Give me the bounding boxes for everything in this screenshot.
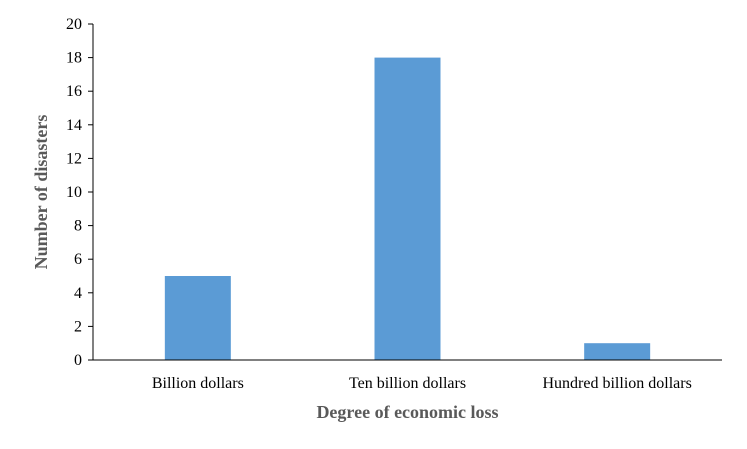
y-tick-label: 6 xyxy=(74,251,82,268)
y-tick-label: 0 xyxy=(74,352,82,369)
y-tick-label: 10 xyxy=(66,184,82,201)
x-tick-label: Hundred billion dollars xyxy=(543,375,692,392)
bar-billion-dollars xyxy=(164,276,231,360)
y-tick-label: 16 xyxy=(66,83,82,100)
bar-hundred-billion-dollars xyxy=(584,343,651,360)
x-tick-label: Ten billion dollars xyxy=(349,375,466,392)
y-tick-label: 12 xyxy=(66,150,82,167)
x-axis-title: Degree of economic loss xyxy=(316,402,498,422)
y-tick-label: 20 xyxy=(66,16,82,33)
y-tick-label: 4 xyxy=(74,285,82,302)
y-tick-label: 8 xyxy=(74,218,82,235)
x-axis: Billion dollars Ten billion dollars Hundre… xyxy=(93,359,722,392)
x-tick-label: Billion dollars xyxy=(152,375,244,392)
y-axis-title: Number of disasters xyxy=(31,115,51,270)
bars-group xyxy=(164,57,651,360)
y-tick-label: 14 xyxy=(66,117,82,134)
bar-ten-billion-dollars xyxy=(374,57,441,360)
y-tick-label: 18 xyxy=(66,50,82,67)
y-tick-label: 2 xyxy=(74,318,82,335)
y-axis: 0 2 4 6 8 10 12 14 16 18 20 xyxy=(66,16,94,369)
